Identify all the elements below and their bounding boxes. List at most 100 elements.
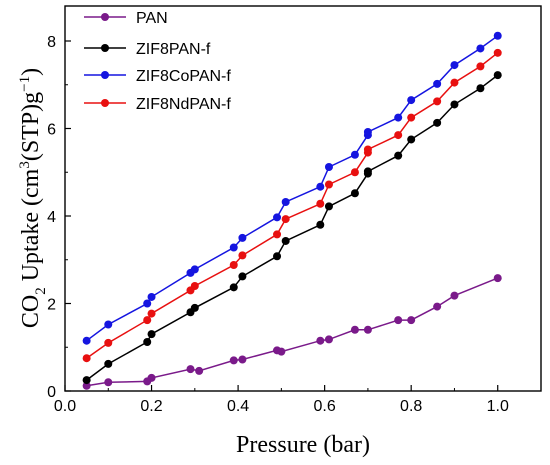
data-point (273, 230, 282, 239)
data-point (238, 233, 247, 242)
data-point (104, 359, 113, 368)
data-point (82, 354, 91, 363)
legend-item-zif8ndpan-f: ZIF8NdPAN-f (84, 96, 231, 113)
data-point (450, 100, 459, 109)
data-point (238, 272, 247, 281)
y-tick-labels: 0 2 4 6 8 (47, 34, 56, 401)
x-tick-label: 0.6 (314, 398, 336, 415)
data-point (450, 78, 459, 87)
data-point (186, 365, 195, 374)
data-point (350, 189, 359, 198)
data-point (433, 302, 442, 311)
data-point (316, 220, 325, 229)
data-point (104, 378, 113, 387)
data-point (324, 180, 333, 189)
data-point (190, 265, 199, 274)
y-tick-label: 4 (47, 209, 56, 226)
y-title-close: ) (18, 68, 44, 76)
data-point (493, 274, 502, 283)
data-point (324, 335, 333, 344)
data-point (433, 79, 442, 88)
data-point (493, 71, 502, 80)
series-zif8pan-f (82, 71, 502, 385)
data-point (350, 150, 359, 159)
data-point (190, 303, 199, 312)
legend-label: ZIF8PAN-f (136, 41, 211, 58)
data-point (407, 135, 416, 144)
x-tick-label: 0.8 (400, 398, 422, 415)
legend-label: PAN (136, 10, 168, 27)
data-point (316, 182, 325, 191)
x-tick-label: 1.0 (487, 398, 509, 415)
series-zif8copan-f (82, 31, 502, 345)
data-point (229, 261, 238, 269)
x-tick-labels: 0.0 0.2 0.4 0.6 0.8 1.0 (54, 398, 509, 415)
x-axis-title: Pressure (bar) (236, 432, 370, 458)
y-title-prefix: CO (18, 295, 44, 328)
data-point (407, 316, 416, 325)
data-point (476, 44, 485, 53)
legend: PAN ZIF8PAN-f ZIF8CoPAN-f ZIF8NdPAN-f (84, 10, 231, 113)
data-point (433, 97, 442, 106)
data-point (324, 202, 333, 211)
data-point (363, 128, 372, 136)
data-point (143, 316, 152, 325)
data-point (407, 113, 416, 122)
y-title-sub: 2 (33, 287, 49, 295)
data-point (433, 118, 442, 127)
data-point (82, 381, 91, 390)
data-point (350, 168, 359, 177)
data-point (394, 131, 403, 140)
data-point (450, 291, 459, 300)
data-point (229, 356, 238, 365)
data-point (147, 330, 156, 339)
legend-item-zif8pan-f: ZIF8PAN-f (84, 41, 211, 58)
data-point (104, 320, 113, 329)
data-point (143, 299, 152, 308)
x-tick-label: 0.4 (227, 398, 249, 415)
legend-label: ZIF8NdPAN-f (136, 96, 231, 113)
data-point (238, 355, 247, 364)
data-point (324, 163, 333, 171)
data-point (450, 61, 459, 70)
data-point (238, 251, 247, 260)
data-point (394, 113, 403, 122)
tick-marks (64, 40, 499, 392)
legend-item-zif8copan-f: ZIF8CoPAN-f (84, 68, 231, 85)
plot-frame (64, 5, 542, 392)
data-point (363, 167, 372, 176)
data-point (316, 199, 325, 208)
data-point (316, 336, 325, 345)
legend-label: ZIF8CoPAN-f (136, 68, 231, 85)
data-point (394, 316, 403, 325)
series-zif8ndpan-f (82, 48, 502, 363)
data-point (350, 325, 359, 334)
data-point (281, 236, 290, 245)
data-point (104, 338, 113, 347)
y-tick-label: 8 (47, 34, 56, 51)
data-point (493, 31, 502, 40)
data-point (190, 282, 199, 290)
y-tick-label: 2 (47, 297, 56, 314)
data-point (147, 309, 156, 318)
x-tick-label: 0.0 (54, 398, 76, 415)
data-point (476, 62, 485, 71)
data-point (143, 338, 152, 346)
data-point (273, 213, 282, 222)
data-point (273, 252, 282, 261)
data-point (82, 336, 91, 345)
plot-area (82, 31, 502, 390)
legend-swatch-marker (101, 71, 109, 79)
data-point (229, 283, 238, 292)
y-title-sup: 3 (17, 161, 33, 169)
data-point (493, 48, 502, 57)
data-point (476, 84, 485, 93)
y-tick-label: 0 (47, 384, 56, 401)
y-tick-label: 6 (47, 122, 56, 139)
data-point (229, 243, 238, 252)
series-pan (82, 274, 502, 390)
data-point (277, 347, 286, 356)
legend-item-pan: PAN (84, 10, 168, 27)
data-point (363, 145, 372, 154)
